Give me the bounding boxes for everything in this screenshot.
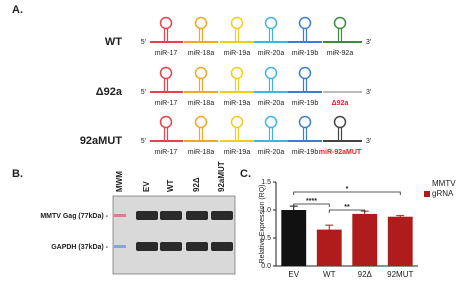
five-prime: 5' [141,89,146,96]
loop [159,16,173,30]
significance-label: * [346,186,349,193]
error-bar [325,224,334,235]
loop [264,66,278,80]
panel-a-label: A. [12,4,23,16]
loop [264,16,278,30]
band [211,211,233,220]
y-axis-label: Relative Expression (RQ) [259,185,266,264]
panel-b-label: B. [12,168,23,180]
mir-label: miR-18a [188,50,215,57]
x-tick-label: 92MUT [387,270,413,279]
bar [316,229,342,266]
loop [230,115,244,129]
loop [298,16,312,30]
three-prime: 3' [366,39,371,46]
x-tick-label: EV [288,270,299,279]
loop [159,66,173,80]
mir-label: miR-92aMUT [319,149,362,156]
legend-label: gRNA [432,189,454,198]
three-prime: 3' [366,138,371,145]
mir-label: miR-20a [258,149,285,156]
lane-label: 92aMUT [217,161,226,192]
loop [264,115,278,129]
y-tick-label: 1.5 [261,179,271,186]
construct-name: WT [105,36,122,48]
mir-label: miR-19b [292,100,319,107]
mir-label: miR-18a [188,100,215,107]
construct-name: Δ92a [96,86,123,98]
mir-label: miR-20a [258,100,285,107]
band [160,211,182,220]
band [136,211,158,220]
legend-swatch [424,191,430,197]
band [186,211,208,220]
y-tick-label: 0.0 [261,263,271,270]
mir-label: miR-19a [224,50,251,57]
x-tick-label: 92Δ [358,270,373,279]
mir-label: miR-17 [155,50,178,57]
loop [194,66,208,80]
significance-bracket [293,203,330,207]
construct-name: 92aMUT [80,135,122,147]
mir-label: miR-17 [155,100,178,107]
mir-label: miR-18a [188,149,215,156]
y-tick-label: 1.0 [261,207,271,214]
mir-label: miR-92a [327,50,354,57]
five-prime: 5' [141,138,146,145]
loop [194,115,208,129]
lane-label: 92Δ [192,177,201,192]
loop [159,115,173,129]
loop [298,66,312,80]
marker [114,214,126,217]
bar [281,210,307,266]
three-prime: 3' [366,89,371,96]
significance-label: **** [306,198,317,205]
lane-label: EV [142,181,151,192]
band-label: MMTV Gag (77kDa) - [40,213,108,220]
mir-label: miR-19a [224,149,251,156]
band-label: GAPDH (37kDa) - [51,244,108,251]
five-prime: 5' [141,39,146,46]
band [186,242,208,251]
bar [387,216,413,266]
y-tick-label: 0.5 [261,235,271,242]
band [136,242,158,251]
band [211,242,233,251]
mir-label: Δ92a [332,100,349,107]
lane-label: WT [166,179,175,192]
error-bar [396,215,405,218]
significance-bracket [328,209,366,213]
loop [333,16,347,30]
loop [194,16,208,30]
loop [298,115,312,129]
mir-label: miR-19b [292,50,319,57]
bar [352,213,378,266]
lane-label: MWM [115,171,124,192]
loop [230,66,244,80]
mir-label: miR-19a [224,100,251,107]
significance-label: ** [344,204,350,211]
legend-title: MMTV [432,179,456,188]
mir-label: miR-20a [258,50,285,57]
band [160,242,182,251]
significance-bracket [293,191,401,195]
mir-label: miR-17 [155,149,178,156]
x-tick-label: WT [323,270,336,279]
mir-label: miR-19b [292,149,319,156]
loop [230,16,244,30]
loop [333,115,347,129]
blot [112,195,236,275]
panel-c-label: C. [240,168,251,180]
marker [114,245,126,248]
